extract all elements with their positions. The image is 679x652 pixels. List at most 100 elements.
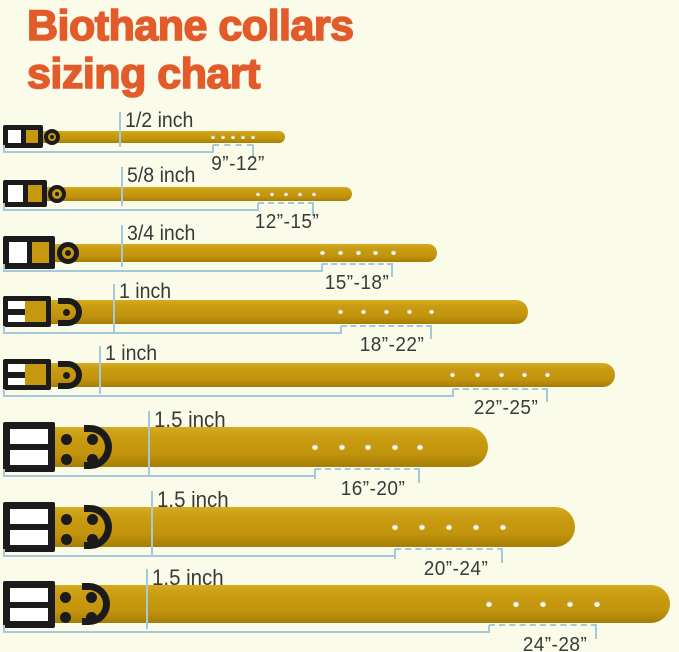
- collar-strap: [38, 244, 437, 262]
- collar-hole: [500, 524, 506, 530]
- bracket-tick: [212, 145, 214, 153]
- collar-hole: [450, 372, 455, 377]
- bracket-line: [3, 151, 213, 153]
- bracket-tick: [430, 325, 432, 339]
- bracket-tick: [501, 548, 503, 563]
- rivet-dot: [60, 592, 71, 603]
- bracket-line: [3, 332, 341, 334]
- collar-hole: [365, 444, 371, 450]
- rivet-dot: [61, 434, 72, 445]
- buckle-strap-cell: [25, 301, 46, 322]
- width-label: 5/8 inch: [127, 164, 196, 187]
- bracket-tick: [418, 468, 420, 483]
- collar-strap: [50, 363, 615, 387]
- width-label: 1 inch: [105, 342, 158, 365]
- buckle-frame: [3, 296, 51, 327]
- buckle-frame: [3, 180, 47, 207]
- rivet-dot: [61, 454, 72, 465]
- collar-hole: [392, 524, 398, 530]
- bracket-tick: [488, 625, 490, 633]
- buckle-center-bar: [21, 130, 27, 143]
- size-range-label: 22”-25”: [473, 397, 539, 419]
- collar-hole: [338, 309, 343, 314]
- d-ring-icon: [84, 425, 112, 469]
- width-label: 1.5 inch: [154, 407, 226, 432]
- collar-hole: [270, 192, 274, 196]
- collar-hole: [361, 309, 366, 314]
- bracket-tick: [3, 549, 5, 557]
- rivet-dot: [60, 612, 71, 623]
- buckle-center-bar: [10, 444, 48, 450]
- buckle-frame: [3, 236, 55, 269]
- collar-hole: [211, 135, 215, 139]
- bracket-tick: [394, 549, 396, 559]
- buckle-center-bar: [22, 185, 28, 202]
- width-dimension-line: [148, 411, 150, 475]
- bracket-tick: [340, 326, 342, 334]
- collar-hole: [446, 524, 452, 530]
- collar-hole: [522, 372, 527, 377]
- width-dimension-line: [113, 284, 115, 332]
- collar-hole: [356, 250, 361, 255]
- buckle-frame: [3, 581, 55, 628]
- buckle-strap-cell: [26, 130, 38, 143]
- collar-hole: [284, 192, 288, 196]
- bracket-dashed-line: [489, 624, 597, 626]
- bracket-dashed-line: [395, 548, 503, 550]
- width-dimension-line: [121, 167, 123, 206]
- buckle-strap-cell: [25, 364, 46, 385]
- width-label: 1 inch: [119, 280, 172, 303]
- collar-hole: [256, 192, 260, 196]
- width-dimension-line: [121, 225, 123, 267]
- bracket-tick: [3, 389, 5, 397]
- d-ring-icon: [58, 361, 82, 389]
- size-range-label: 24”-28”: [522, 634, 588, 652]
- collar-hole: [545, 372, 550, 377]
- bracket-line: [3, 555, 395, 557]
- collar-hole: [312, 192, 316, 196]
- size-range-label: 9”-12”: [211, 153, 265, 175]
- bracket-tick: [3, 145, 5, 153]
- collar-strap: [38, 131, 285, 143]
- bracket-tick: [252, 145, 254, 158]
- buckle-center-bar: [10, 601, 48, 608]
- collar-strap: [55, 507, 575, 547]
- buckle-ring-icon: [57, 242, 79, 264]
- collar-hole: [473, 524, 479, 530]
- buckle-pin: [65, 250, 71, 256]
- collar-hole: [231, 135, 235, 139]
- width-dimension-line: [99, 346, 101, 394]
- bracket-tick: [3, 326, 5, 334]
- collar-strap: [50, 300, 528, 324]
- buckle-frame: [3, 422, 55, 472]
- size-range-label: 15”-18”: [324, 272, 390, 294]
- bracket-dashed-line: [322, 263, 393, 265]
- buckle-frame: [3, 125, 43, 148]
- collar-hole: [373, 250, 378, 255]
- bracket-tick: [314, 469, 316, 479]
- collar-hole: [486, 601, 492, 607]
- width-label: 1.5 inch: [152, 565, 224, 590]
- bracket-tick: [3, 264, 5, 272]
- collar-hole: [407, 309, 412, 314]
- bracket-tick: [312, 202, 314, 216]
- buckle-center-bar: [26, 242, 32, 263]
- collar-hole: [339, 444, 345, 450]
- width-dimension-line: [151, 491, 153, 555]
- collar-hole: [417, 444, 423, 450]
- page-title-line2: sizing chart: [26, 49, 261, 99]
- buckle-frame: [3, 502, 55, 552]
- buckle-pin: [50, 135, 54, 139]
- collar-hole: [391, 250, 396, 255]
- bracket-tick: [3, 469, 5, 477]
- bracket-dashed-line: [315, 468, 420, 470]
- size-range-label: 12”-15”: [254, 211, 320, 233]
- buckle-center-bar: [10, 524, 48, 530]
- bracket-tick: [452, 389, 454, 397]
- rivet-dot: [61, 534, 72, 545]
- collar-hole: [320, 250, 325, 255]
- collar-hole: [251, 135, 255, 139]
- collar-hole: [419, 524, 425, 530]
- collar-hole: [392, 444, 398, 450]
